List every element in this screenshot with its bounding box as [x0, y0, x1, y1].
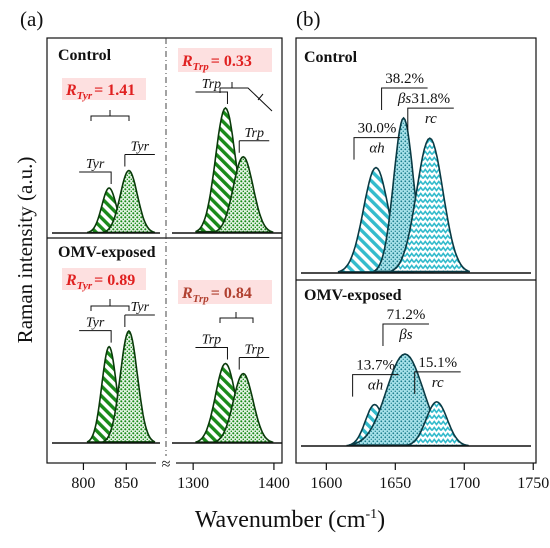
component-percent: 30.0% — [358, 121, 397, 137]
x-axis-label: Wavenumber (cm-1) — [195, 507, 385, 533]
tick-label-b: 1600 — [310, 475, 342, 492]
peak-leader-line — [79, 171, 112, 184]
peak-label: Tyr — [131, 300, 150, 315]
bracket-control-trp — [219, 82, 273, 112]
component-label: αh — [369, 141, 384, 157]
component-percent: 15.1% — [418, 355, 457, 371]
component-leader-line — [381, 87, 428, 110]
peak-label: Tyr — [131, 140, 150, 155]
component-label: αh — [368, 378, 383, 394]
bracket-control-tyr — [90, 110, 130, 121]
tick-label-a: 1400 — [258, 475, 290, 492]
peak-trp-omv-3 — [212, 372, 274, 444]
panel-b-frame — [295, 37, 537, 464]
peak-leader-line — [79, 330, 112, 343]
peak-trp-control-3 — [212, 155, 274, 233]
component-leader-line — [353, 137, 400, 160]
peak-leader-line — [195, 91, 228, 104]
component-zigzag-control — [389, 137, 471, 273]
panel-a-omv-heading: OMV-exposed — [58, 244, 156, 261]
peak-tyr-omv-1 — [102, 329, 156, 443]
tick-label-a: 850 — [114, 475, 138, 492]
component-leader-line — [407, 107, 454, 131]
ratio-omv-tyr: RTyr = 0.89 — [65, 272, 135, 292]
peak-label: Tyr — [86, 157, 105, 172]
panel-a-control-heading: Control — [58, 47, 112, 64]
tick-label-b: 1700 — [448, 475, 480, 492]
tick-label-b: 1650 — [379, 475, 411, 492]
ratio-highlight-omv-trp — [178, 280, 272, 304]
panel-b-control-heading: Control — [304, 49, 358, 66]
component-label: βs — [397, 91, 411, 107]
component-leader-line — [414, 371, 461, 394]
ratio-control-tyr: RTyr = 1.41 — [65, 82, 135, 102]
panel-b-omv-heading: OMV-exposed — [304, 287, 402, 304]
peak-label: Trp — [202, 77, 221, 92]
peak-label: Trp — [244, 343, 263, 358]
bracket-omv-tyr — [90, 299, 130, 311]
component-leader-line — [382, 323, 429, 346]
ratio-control-trp: RTrp = 0.33 — [181, 53, 252, 73]
peak-label: Trp — [202, 332, 221, 347]
axis-break-mark: ≈ — [162, 456, 171, 473]
ratio-omv-trp: RTrp = 0.84 — [181, 285, 252, 305]
component-label: rc — [432, 375, 444, 391]
bracket-omv-trp — [219, 312, 254, 323]
ratio-highlight-control-trp — [178, 48, 272, 72]
tick-label-a: 800 — [71, 475, 95, 492]
ratio-highlight-control-tyr — [62, 78, 146, 100]
ratio-highlight-omv-tyr — [62, 268, 146, 290]
component-percent: 13.7% — [356, 358, 395, 374]
component-percent: 71.2% — [387, 307, 426, 323]
tick-label-b: 1750 — [517, 475, 549, 492]
component-label: rc — [425, 111, 437, 127]
panel-a-label: (a) — [20, 7, 43, 31]
panel-b-label: (b) — [296, 7, 321, 31]
component-leader-line — [352, 374, 399, 397]
tick-label-a: 1300 — [177, 475, 209, 492]
peak-label: Tyr — [86, 316, 105, 331]
y-axis-label: Raman intensity (a.u.) — [13, 157, 37, 344]
peak-label: Trp — [244, 126, 263, 141]
axis-break-gap — [156, 456, 176, 470]
component-percent: 38.2% — [385, 71, 424, 87]
component-zigzag-omv — [404, 400, 469, 447]
component-percent: 31.8% — [411, 91, 450, 107]
peak-leader-line — [195, 346, 228, 360]
peak-tyr-control-1 — [102, 169, 156, 234]
component-label: βs — [398, 327, 412, 343]
